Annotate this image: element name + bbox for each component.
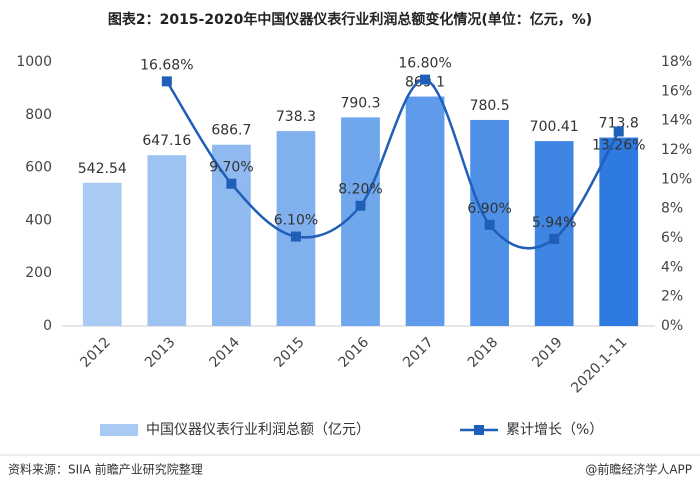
y2-tick-label: 2%: [661, 289, 683, 305]
line-marker: [484, 219, 495, 230]
bar: [599, 137, 639, 326]
line-marker: [161, 76, 172, 87]
bar-value-label: 738.3: [276, 109, 316, 125]
y-tick-label: 600: [25, 160, 52, 176]
bar-value-label: 790.3: [340, 95, 380, 111]
x-tick-label: 2015: [271, 334, 308, 371]
line-value-label: 16.68%: [140, 57, 193, 73]
y2-tick-label: 14%: [661, 113, 692, 129]
bar-value-label: 542.54: [78, 161, 127, 177]
x-tick-label: 2018: [465, 334, 502, 371]
credit: @前瞻经济学人APP: [585, 462, 692, 477]
x-tick-label: 2017: [400, 334, 437, 371]
line-marker: [355, 200, 366, 211]
line-marker: [549, 233, 560, 244]
x-tick-label: 2019: [529, 334, 566, 371]
y2-tick-label: 6%: [661, 230, 683, 246]
bar: [276, 131, 316, 326]
legend-marker: [474, 425, 484, 435]
line-value-label: 6.90%: [467, 201, 511, 217]
chart-title: 图表2：2015-2020年中国仪器仪表行业利润总额变化情况(单位：亿元，%): [108, 11, 592, 28]
bar: [534, 141, 574, 326]
y2-tick-label: 0%: [661, 318, 683, 334]
y2-tick-label: 4%: [661, 259, 683, 275]
bar-value-label: 700.41: [530, 119, 579, 135]
legend-swatch: [100, 424, 138, 436]
bar: [341, 117, 380, 326]
line-marker: [226, 178, 237, 189]
bar-value-label: 647.16: [142, 133, 191, 149]
bar: [212, 144, 251, 326]
y2-tick-label: 8%: [661, 201, 683, 217]
line-value-label: 9.70%: [209, 160, 253, 176]
bar: [405, 96, 445, 326]
line-value-label: 6.10%: [274, 213, 318, 229]
y2-tick-label: 12%: [661, 142, 692, 158]
x-tick-label: 2012: [77, 334, 114, 371]
line-value-label: 13.26%: [592, 138, 645, 154]
x-tick-label: 2013: [142, 334, 179, 371]
y-tick-label: 200: [25, 265, 52, 281]
y-tick-label: 0: [43, 318, 52, 334]
bar-value-label: 713.8: [599, 116, 639, 132]
x-tick-label: 2014: [207, 334, 244, 371]
y-tick-label: 800: [25, 107, 52, 123]
x-tick-label: 2016: [336, 334, 373, 371]
y2-tick-label: 16%: [661, 83, 692, 99]
y2-tick-label: 18%: [661, 54, 692, 70]
bar-value-label: 686.7: [211, 123, 251, 139]
y-tick-label: 400: [25, 212, 52, 228]
bar-value-label: 780.5: [470, 98, 510, 114]
line-value-label: 5.94%: [532, 215, 576, 231]
line-marker: [290, 231, 301, 242]
line-value-label: 16.80%: [398, 56, 451, 72]
x-tick-label: 2020.1-11: [568, 334, 630, 396]
y-tick-label: 1000: [16, 54, 52, 70]
line-marker: [420, 74, 431, 85]
legend-label: 中国仪器仪表行业利润总额（亿元）: [146, 422, 370, 438]
line-value-label: 8.20%: [338, 182, 382, 198]
line-marker: [613, 126, 624, 137]
bar: [147, 155, 187, 326]
legend-label: 累计增长（%）: [506, 422, 603, 438]
bar: [82, 182, 122, 326]
y2-tick-label: 10%: [661, 171, 692, 187]
source: 资料来源：SIIA 前瞻产业研究院整理: [8, 462, 203, 477]
